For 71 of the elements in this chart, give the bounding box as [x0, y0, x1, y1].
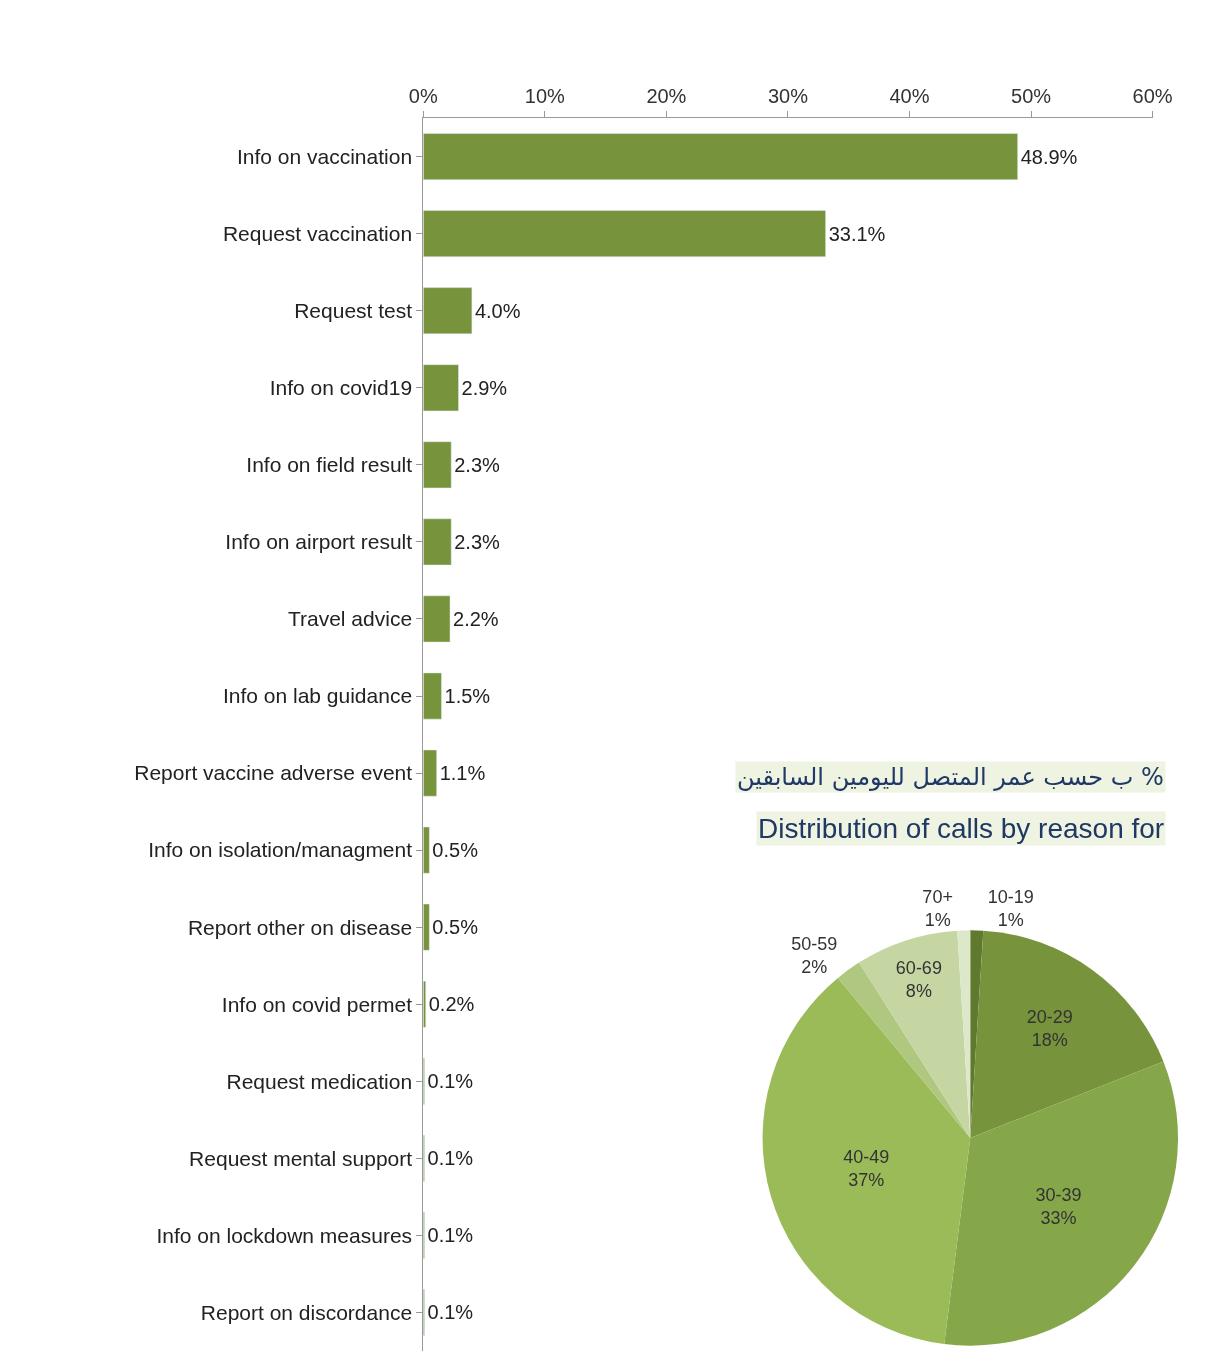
bar	[423, 749, 437, 797]
y-tick-label: Request test	[294, 299, 413, 323]
y-tick-label: Info on airport result	[225, 530, 413, 554]
slice-label: 10-19	[987, 886, 1034, 907]
slice-label: 20-29	[1026, 1006, 1073, 1027]
chart-subtitle: Distribution of calls by reason for	[758, 813, 1165, 844]
data-label: 18%	[1031, 1030, 1068, 1051]
x-tick-label: 20%	[646, 85, 687, 108]
y-tick-label: Request vaccination	[222, 222, 413, 246]
data-label: 0.5%	[432, 916, 479, 939]
bar	[423, 364, 459, 412]
x-tick-label: 0%	[408, 85, 438, 108]
y-tick-label: Info on isolation/managment	[148, 838, 413, 862]
data-label: 2.9%	[461, 376, 508, 399]
y-tick-label: Request mental support	[189, 1146, 413, 1170]
pie-slice	[837, 962, 971, 1138]
data-label: 48.9%	[1020, 145, 1078, 168]
data-label: 0.2%	[428, 993, 475, 1016]
y-tick-label: Request medication	[226, 1069, 413, 1093]
data-label: 33%	[1040, 1208, 1077, 1229]
bar	[423, 287, 473, 335]
data-label: 1.5%	[444, 685, 491, 708]
data-label: 2.3%	[454, 530, 501, 553]
slice-label: 60-69	[895, 958, 942, 979]
data-label: 0.1%	[427, 1147, 474, 1170]
pie-slice	[970, 930, 1164, 1138]
y-tick-label: Info on field result	[246, 453, 413, 477]
data-label: 1.1%	[439, 762, 486, 785]
y-tick-label: Report vaccine adverse event	[134, 761, 413, 785]
y-tick-label: Info on lab guidance	[222, 684, 413, 708]
data-label: 4.0%	[474, 299, 521, 322]
bar	[423, 826, 430, 874]
data-label: 33.1%	[828, 222, 886, 245]
y-tick-label: Info on vaccination	[236, 144, 413, 168]
bar	[423, 903, 430, 951]
data-label: 2.3%	[454, 453, 501, 476]
y-tick-label: Report other on disease	[187, 915, 413, 939]
pie-slice	[858, 930, 971, 1138]
bar	[423, 210, 826, 258]
slice-label: 40-49	[843, 1146, 890, 1167]
y-tick-label: Info on covid permet	[221, 992, 413, 1016]
data-label: 0.1%	[427, 1301, 474, 1324]
y-tick-label: Info on lockdown measures	[156, 1223, 413, 1247]
data-label: 37%	[848, 1169, 885, 1190]
data-label: 0.5%	[432, 839, 479, 862]
data-label: 8%	[905, 981, 932, 1002]
chart-title: ب حسب عمر المتصل لليومين السابقين %	[737, 763, 1164, 791]
slice-label: 70+	[922, 886, 953, 907]
pie-slice	[944, 1061, 1178, 1346]
bar	[423, 518, 452, 566]
x-tick-label: 30%	[767, 85, 809, 108]
bar	[423, 441, 452, 489]
bar	[423, 672, 442, 720]
x-tick-label: 40%	[889, 85, 930, 108]
pie-slice	[762, 977, 971, 1345]
y-tick-label: Info on covid19	[269, 376, 413, 400]
x-tick-label: 10%	[524, 85, 566, 108]
slice-label: 50-59	[791, 934, 838, 955]
bar	[423, 133, 1018, 180]
x-tick-label: 60%	[1132, 85, 1173, 108]
data-label: 2%	[801, 957, 828, 978]
x-tick-label: 50%	[1011, 85, 1052, 108]
y-tick-label: Travel advice	[287, 607, 413, 631]
data-label: 1%	[924, 910, 951, 931]
y-tick-label: Report on discordance	[200, 1300, 413, 1324]
data-label: 0.1%	[427, 1224, 474, 1247]
data-label: 1%	[997, 910, 1024, 931]
slice-label: 30-39	[1035, 1184, 1082, 1205]
data-label: 0.1%	[427, 1070, 474, 1093]
data-label: 2.2%	[453, 607, 499, 630]
bar	[423, 595, 451, 643]
